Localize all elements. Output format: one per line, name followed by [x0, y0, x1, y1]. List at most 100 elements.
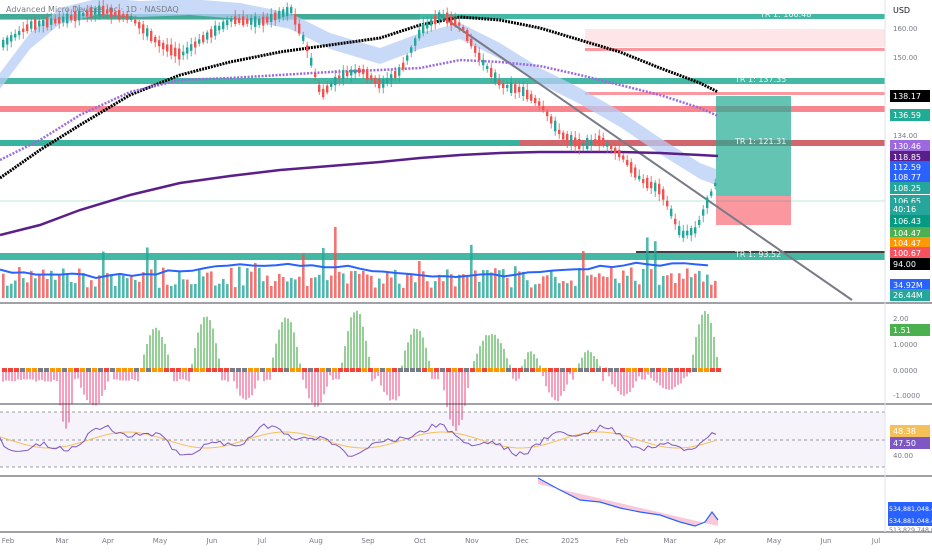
price-badge: 136.59 — [890, 109, 930, 121]
candle-body — [482, 60, 484, 65]
squeeze-dot — [218, 368, 223, 372]
volume-bar — [406, 273, 409, 298]
volume-bar — [142, 272, 145, 298]
volume-bar — [494, 268, 497, 298]
macd-bar — [503, 349, 505, 370]
macd-bar — [443, 370, 445, 390]
candle-body — [486, 66, 488, 69]
squeeze-dot — [458, 368, 463, 372]
candle-body — [586, 138, 588, 149]
volume-bar — [666, 275, 669, 298]
squeeze-dot — [92, 368, 97, 372]
candle-body — [618, 150, 620, 157]
volume-bar — [226, 284, 229, 298]
candle-body — [642, 179, 644, 183]
candle-body — [2, 40, 4, 47]
candle-body — [458, 22, 460, 25]
long-position-stop[interactable] — [716, 196, 791, 225]
squeeze-dot — [386, 368, 391, 372]
squeeze-dot — [446, 368, 451, 372]
candle-body — [270, 14, 272, 22]
macd-bar — [695, 337, 697, 370]
squeeze-dot — [326, 368, 331, 372]
candle-body — [406, 55, 408, 60]
volume-bar — [602, 276, 605, 298]
volume-badge-text: 34.92M — [893, 281, 923, 290]
price-badge-text: 108.77 — [893, 173, 921, 182]
candle-body — [258, 19, 260, 25]
volume-bar — [642, 269, 645, 298]
candle-body — [466, 30, 468, 41]
candle-body — [626, 160, 628, 165]
macd-tick: 2.00 — [893, 315, 909, 323]
macd-bar — [281, 322, 283, 370]
candle-body — [506, 85, 508, 88]
price-badge: 138.17 — [890, 90, 930, 102]
squeeze-dot — [338, 368, 343, 372]
candle-body — [462, 27, 464, 30]
symbol-title[interactable]: Advanced Micro Devices Inc · 1D · NASDAQ — [6, 5, 179, 14]
price-badge-text: 118.85 — [893, 153, 921, 162]
candle-body — [194, 42, 196, 48]
volume-bar — [26, 282, 29, 298]
macd-bar — [560, 370, 562, 396]
time-axis-label: Feb — [2, 537, 15, 545]
macd-bar — [314, 370, 316, 407]
macd-bar — [89, 370, 91, 403]
candle-body — [386, 78, 388, 83]
candle-body — [454, 19, 456, 25]
candle-body — [698, 220, 700, 225]
volume-bar — [302, 254, 305, 298]
macd-bar — [149, 335, 151, 370]
squeeze-dot — [194, 368, 199, 372]
time-axis-label: Jun — [820, 537, 832, 545]
volume-bar — [86, 287, 89, 298]
volume-bar — [566, 283, 569, 298]
macd-bar — [290, 322, 292, 370]
squeeze-dot — [50, 368, 55, 372]
macd-bar — [98, 370, 100, 403]
candle-body — [402, 63, 404, 70]
macd-bar — [308, 370, 310, 398]
volume-bar — [522, 272, 525, 298]
candle-body — [334, 77, 336, 85]
price-badge: 108.77 — [890, 171, 930, 183]
squeeze-dot — [410, 368, 415, 372]
volume-bar — [82, 273, 85, 298]
volume-bar — [54, 280, 57, 298]
volume-bar — [66, 274, 69, 298]
squeeze-dot — [2, 368, 7, 372]
macd-bar — [80, 370, 82, 388]
volume-bar — [694, 274, 697, 298]
candle-body — [622, 156, 624, 160]
candle-body — [550, 116, 552, 123]
long-position-target[interactable] — [716, 96, 791, 196]
volume-bar — [306, 286, 309, 298]
candle-body — [714, 183, 716, 186]
candle-body — [378, 79, 380, 89]
squeeze-dot — [404, 368, 409, 372]
volume-bar — [342, 273, 345, 298]
candle-body — [250, 18, 252, 25]
time-axis-label: Oct — [414, 537, 426, 545]
candle-body — [702, 209, 704, 215]
time-axis-label: Feb — [616, 537, 629, 545]
squeeze-dot — [494, 368, 499, 372]
macd-bar — [551, 370, 553, 397]
macd-bar — [146, 344, 148, 370]
candle-body — [390, 74, 392, 80]
volume-bar — [238, 267, 241, 298]
volume-bar — [146, 247, 149, 298]
volume-bar — [466, 275, 469, 298]
macd-tick: -1.0000 — [893, 392, 920, 400]
volume-bar — [334, 227, 337, 298]
volume-bar — [554, 277, 557, 298]
candle-body — [662, 189, 664, 199]
squeeze-dot — [374, 368, 379, 372]
volume-bar — [22, 278, 25, 298]
volume-bar — [194, 284, 197, 298]
volume-bar — [322, 248, 325, 298]
candle-body — [598, 136, 600, 146]
